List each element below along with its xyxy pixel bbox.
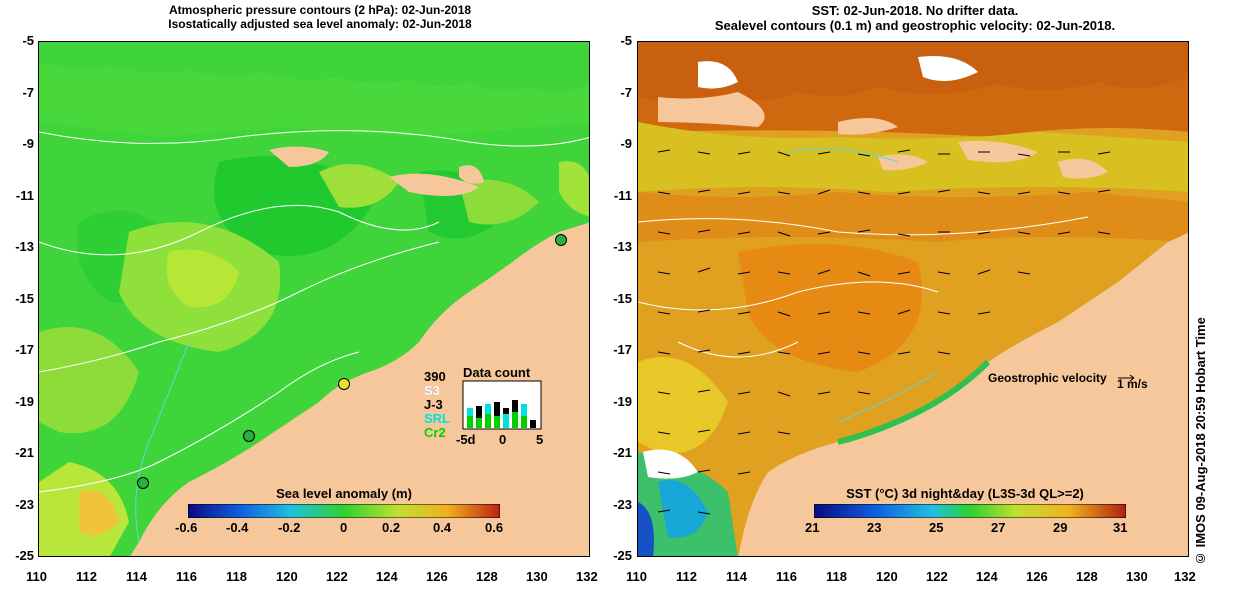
right-y-tick: -9 bbox=[620, 136, 632, 151]
right-x-tick: 112 bbox=[676, 569, 697, 584]
right-title-line1: SST: 02-Jun-2018. No drifter data. bbox=[811, 3, 1019, 18]
left-x-tick: 114 bbox=[126, 569, 147, 584]
velocity-scale-label: 1 m/s bbox=[1117, 377, 1148, 391]
left-y-tick: -9 bbox=[22, 136, 34, 151]
right-cbar-tick: 21 bbox=[805, 520, 820, 535]
right-x-tick: 122 bbox=[926, 569, 948, 584]
left-x-tick: 120 bbox=[276, 569, 298, 584]
right-x-tick: 128 bbox=[1076, 569, 1098, 584]
left-y-tick: -11 bbox=[15, 188, 34, 203]
left-sea-level-map bbox=[38, 41, 590, 557]
data-count-legend-labels: 390 S3 J-3 SRL Cr2 bbox=[424, 370, 464, 440]
left-x-tick: 122 bbox=[326, 569, 348, 584]
right-y-tick: -7 bbox=[620, 85, 632, 100]
right-x-tick: 120 bbox=[876, 569, 898, 584]
left-y-tick: -13 bbox=[15, 239, 34, 254]
geostrophic-velocity-label: Geostrophic velocity bbox=[988, 371, 1107, 385]
left-x-tick: 124 bbox=[376, 569, 398, 584]
right-cbar-tick: 29 bbox=[1053, 520, 1068, 535]
right-x-tick: 126 bbox=[1026, 569, 1048, 584]
legend-tick-mid: 0 bbox=[499, 432, 507, 447]
left-y-tick: -19 bbox=[15, 394, 34, 409]
right-sst-map bbox=[637, 41, 1189, 557]
legend-s3: S3 bbox=[424, 383, 440, 398]
right-y-tick: -19 bbox=[613, 394, 632, 409]
right-y-tick: -13 bbox=[613, 239, 632, 254]
right-y-tick: -11 bbox=[613, 188, 632, 203]
right-y-tick: -15 bbox=[613, 291, 632, 306]
data-count-title: Data count bbox=[463, 365, 531, 380]
left-x-tick: 126 bbox=[426, 569, 448, 584]
right-x-tick: 132 bbox=[1174, 569, 1196, 584]
left-y-tick: -21 bbox=[15, 445, 34, 460]
right-x-tick: 110 bbox=[626, 569, 647, 584]
left-colorbar bbox=[188, 504, 500, 518]
left-cbar-tick: 0.2 bbox=[382, 520, 401, 535]
left-cbar-tick: -0.2 bbox=[278, 520, 301, 535]
legend-tick-right: 5 bbox=[536, 432, 544, 447]
left-x-tick: 116 bbox=[176, 569, 197, 584]
right-colorbar bbox=[814, 504, 1126, 518]
right-x-tick: 114 bbox=[726, 569, 747, 584]
right-y-tick: -21 bbox=[613, 445, 632, 460]
right-x-tick: 116 bbox=[776, 569, 797, 584]
left-x-tick: 118 bbox=[226, 569, 247, 584]
left-title-line1: Atmospheric pressure contours (2 hPa): 0… bbox=[168, 3, 472, 17]
left-cbar-tick: 0 bbox=[340, 520, 348, 535]
left-cbar-tick: 0.4 bbox=[433, 520, 452, 535]
left-x-tick: 128 bbox=[476, 569, 498, 584]
left-cbar-tick: -0.4 bbox=[226, 520, 249, 535]
left-x-tick: 132 bbox=[576, 569, 598, 584]
left-colorbar-title: Sea level anomaly (m) bbox=[276, 486, 412, 501]
imos-timestamp: © IMOS 09-Aug-2018 20:59 Hobart Time bbox=[1193, 317, 1208, 566]
left-y-tick: -23 bbox=[15, 497, 34, 512]
legend-cr2: Cr2 bbox=[424, 425, 446, 440]
data-count-chart bbox=[462, 380, 542, 430]
left-cbar-tick: -0.6 bbox=[175, 520, 198, 535]
right-x-tick: 130 bbox=[1126, 569, 1148, 584]
left-y-tick: -5 bbox=[22, 33, 34, 48]
left-map-graphic bbox=[39, 42, 589, 556]
right-colorbar-title: SST (°C) 3d night&day (L3S-3d QL>=2) bbox=[846, 486, 1084, 501]
left-x-tick: 110 bbox=[26, 569, 47, 584]
left-y-tick: -25 bbox=[15, 548, 34, 563]
right-cbar-tick: 25 bbox=[929, 520, 944, 535]
right-cbar-tick: 27 bbox=[991, 520, 1006, 535]
legend-tick-left: -5d bbox=[456, 432, 476, 447]
right-cbar-tick: 23 bbox=[867, 520, 882, 535]
right-map-graphic bbox=[638, 42, 1188, 556]
right-y-tick: -17 bbox=[613, 342, 632, 357]
legend-j3: J-3 bbox=[424, 397, 443, 412]
left-y-tick: -7 bbox=[22, 85, 34, 100]
left-x-tick: 112 bbox=[76, 569, 97, 584]
right-cbar-tick: 31 bbox=[1113, 520, 1128, 535]
left-x-tick: 130 bbox=[526, 569, 548, 584]
left-y-tick: -15 bbox=[15, 291, 34, 306]
data-count-max: 390 bbox=[424, 369, 446, 384]
right-x-tick: 118 bbox=[826, 569, 847, 584]
left-cbar-tick: 0.6 bbox=[485, 520, 504, 535]
right-y-tick: -25 bbox=[613, 548, 632, 563]
legend-srl: SRL bbox=[424, 411, 450, 426]
left-title-line2: Isostatically adjusted sea level anomaly… bbox=[168, 17, 472, 31]
right-x-tick: 124 bbox=[976, 569, 998, 584]
right-title-line2: Sealevel contours (0.1 m) and geostrophi… bbox=[714, 18, 1116, 33]
left-y-tick: -17 bbox=[15, 342, 34, 357]
right-y-tick: -23 bbox=[613, 497, 632, 512]
right-y-tick: -5 bbox=[620, 33, 632, 48]
